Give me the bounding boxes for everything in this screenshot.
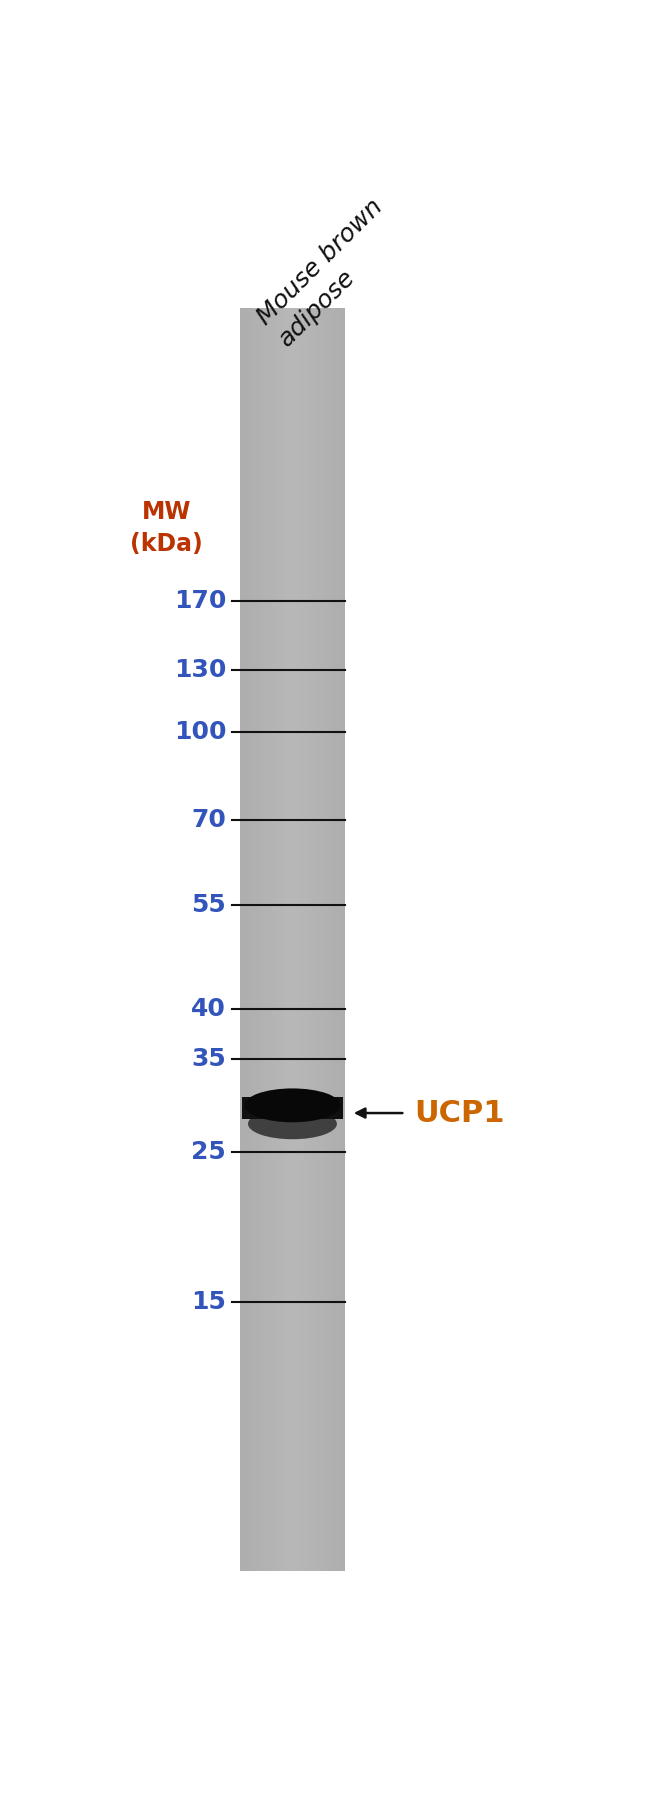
Bar — [302, 308, 304, 1571]
Bar — [315, 308, 317, 1571]
Bar — [322, 308, 324, 1571]
Text: 100: 100 — [174, 720, 226, 743]
Bar — [291, 308, 293, 1571]
Bar — [304, 308, 306, 1571]
Text: 15: 15 — [191, 1289, 226, 1314]
Bar — [332, 308, 333, 1571]
Bar — [257, 308, 259, 1571]
Bar — [264, 308, 265, 1571]
Bar — [300, 308, 302, 1571]
Bar — [296, 308, 298, 1571]
Bar — [338, 308, 340, 1571]
Text: 25: 25 — [192, 1139, 226, 1163]
Bar — [341, 308, 343, 1571]
Bar — [286, 308, 287, 1571]
Bar — [343, 308, 345, 1571]
Bar — [292, 308, 294, 1571]
Bar — [268, 308, 269, 1571]
Bar — [280, 308, 281, 1571]
Bar — [251, 308, 252, 1571]
Bar — [266, 308, 268, 1571]
Bar — [329, 308, 331, 1571]
Bar — [330, 308, 332, 1571]
Bar — [298, 308, 300, 1571]
Bar — [311, 308, 313, 1571]
Bar — [281, 308, 282, 1571]
Bar — [294, 308, 296, 1571]
Bar — [270, 308, 272, 1571]
Bar — [290, 308, 291, 1571]
Bar — [320, 308, 322, 1571]
Bar — [260, 308, 261, 1571]
Bar — [276, 308, 277, 1571]
Bar — [272, 308, 273, 1571]
Bar — [313, 308, 315, 1571]
Bar — [278, 308, 280, 1571]
Bar — [317, 308, 319, 1571]
Bar — [242, 308, 244, 1571]
Bar — [282, 308, 283, 1571]
Bar — [299, 308, 301, 1571]
Bar — [256, 308, 257, 1571]
Ellipse shape — [244, 1089, 341, 1121]
Bar — [273, 308, 274, 1571]
Bar — [242, 1098, 343, 1120]
Bar — [309, 308, 311, 1571]
Bar — [241, 308, 243, 1571]
Bar — [337, 308, 339, 1571]
Bar — [321, 308, 323, 1571]
Bar — [269, 308, 270, 1571]
Bar — [318, 308, 320, 1571]
Bar — [339, 308, 341, 1571]
Bar — [303, 308, 305, 1571]
Bar — [254, 308, 255, 1571]
Bar — [248, 308, 250, 1571]
Bar — [324, 308, 326, 1571]
Bar — [334, 308, 336, 1571]
Bar — [312, 308, 314, 1571]
Bar — [328, 308, 330, 1571]
Bar — [263, 308, 264, 1571]
Text: 170: 170 — [174, 589, 226, 614]
Bar — [307, 308, 309, 1571]
Text: 55: 55 — [192, 893, 226, 918]
Text: Mouse brown
adipose: Mouse brown adipose — [253, 194, 408, 351]
Bar — [274, 308, 276, 1571]
Bar — [277, 308, 278, 1571]
Bar — [255, 308, 256, 1571]
Bar — [285, 308, 286, 1571]
Text: UCP1: UCP1 — [415, 1098, 505, 1127]
Bar — [335, 308, 337, 1571]
Bar — [245, 308, 247, 1571]
Bar — [289, 308, 290, 1571]
Bar — [244, 308, 246, 1571]
Bar — [295, 308, 297, 1571]
Bar — [246, 308, 248, 1571]
Bar — [252, 308, 254, 1571]
Bar — [306, 308, 307, 1571]
Bar — [333, 308, 335, 1571]
Text: 40: 40 — [191, 997, 226, 1021]
Text: MW
(kDa): MW (kDa) — [130, 500, 203, 556]
Bar — [259, 308, 260, 1571]
Bar — [261, 308, 263, 1571]
Ellipse shape — [248, 1109, 337, 1139]
Bar — [265, 308, 266, 1571]
Bar — [287, 308, 289, 1571]
Bar — [316, 308, 318, 1571]
Bar — [308, 308, 310, 1571]
Bar — [342, 308, 344, 1571]
Text: 130: 130 — [174, 659, 226, 682]
Bar — [283, 308, 285, 1571]
Bar — [250, 308, 251, 1571]
Bar — [240, 308, 242, 1571]
Text: 70: 70 — [191, 808, 226, 832]
Bar — [325, 308, 327, 1571]
Text: 35: 35 — [192, 1048, 226, 1071]
Bar — [326, 308, 328, 1571]
